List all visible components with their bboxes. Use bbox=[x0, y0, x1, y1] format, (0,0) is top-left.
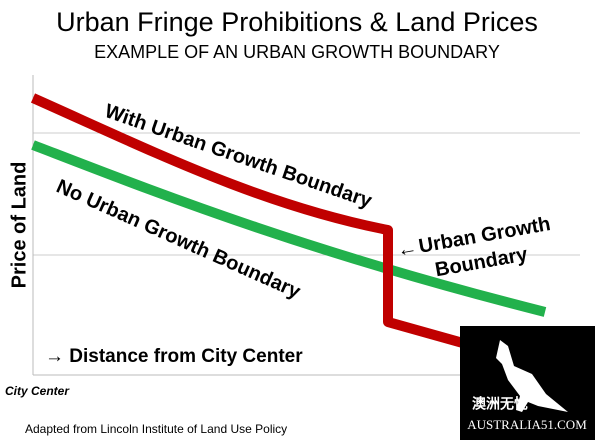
curve-with-boundary bbox=[30, 93, 472, 350]
watermark-chinese: 澳洲无忧 bbox=[472, 396, 528, 412]
origin-label: City Center bbox=[5, 384, 70, 398]
curve-no-boundary bbox=[31, 140, 547, 317]
chart-subtitle: EXAMPLE OF AN URBAN GROWTH BOUNDARY bbox=[94, 42, 500, 62]
annotation-arrow: ← bbox=[395, 237, 419, 262]
watermark-site: AUSTRALIA51.COM bbox=[467, 417, 587, 432]
x-axis-label: → Distance from City Center bbox=[45, 346, 303, 367]
chart-title: Urban Fringe Prohibitions & Land Prices bbox=[56, 7, 538, 37]
kangaroo-icon bbox=[496, 340, 568, 412]
y-axis-label: Price of Land bbox=[8, 162, 30, 289]
source-note: Adapted from Lincoln Institute of Land U… bbox=[25, 422, 287, 436]
